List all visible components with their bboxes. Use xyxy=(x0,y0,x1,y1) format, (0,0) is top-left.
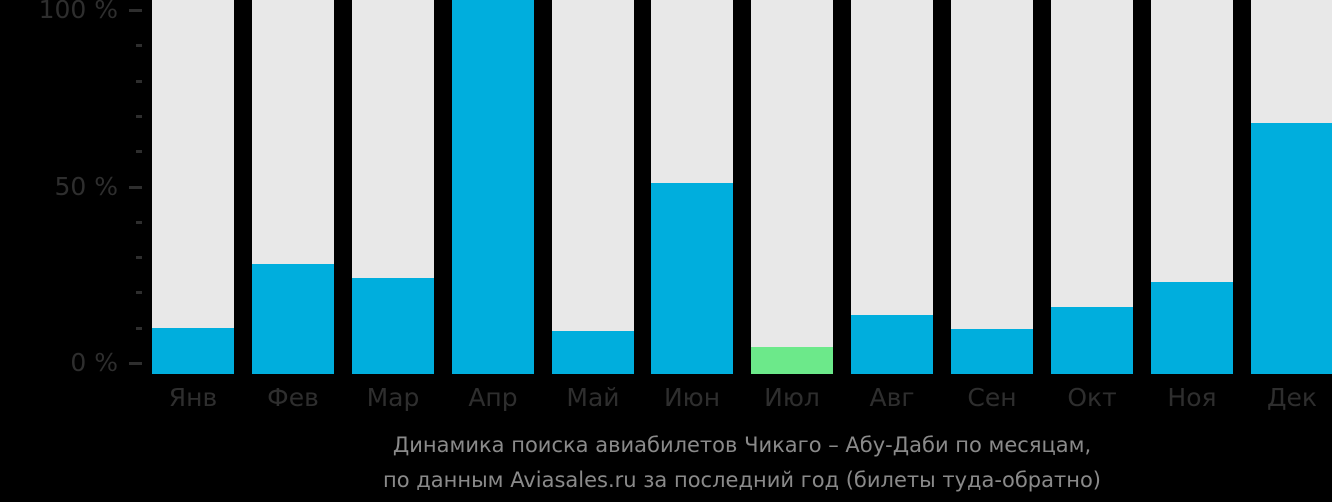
x-tick-label: Фев xyxy=(267,383,319,412)
x-tick-label: Апр xyxy=(468,383,518,412)
x-tick-label: Сен xyxy=(967,383,1017,412)
bar-track xyxy=(951,0,1033,374)
bar-track xyxy=(1051,0,1133,374)
y-tick-label: 100 % xyxy=(38,0,118,24)
y-tick-minor xyxy=(136,44,142,47)
x-tick-label: Авг xyxy=(869,383,915,412)
bar-track xyxy=(352,0,434,374)
caption-subtitle: по данным Aviasales.ru за последний год … xyxy=(383,468,1101,492)
caption-title: Динамика поиска авиабилетов Чикаго – Абу… xyxy=(392,433,1092,457)
bar-track xyxy=(751,0,833,374)
bar-fill xyxy=(352,278,434,374)
y-tick-minor xyxy=(136,221,142,224)
x-tick-label: Мар xyxy=(366,383,420,412)
bar-track xyxy=(1251,0,1332,374)
y-tick-minor xyxy=(136,327,142,330)
y-tick-major xyxy=(129,362,142,365)
y-tick-minor xyxy=(136,256,142,259)
chart-caption: Динамика поиска авиабилетов Чикаго – Абу… xyxy=(152,428,1332,498)
bar-track xyxy=(452,0,534,374)
bar-fill xyxy=(851,315,933,374)
x-tick-label: Июн xyxy=(663,383,721,412)
bar-track xyxy=(851,0,933,374)
bar-fill xyxy=(1151,282,1233,374)
y-tick-label: 0 % xyxy=(70,348,118,377)
bar-fill xyxy=(452,0,534,374)
bar-fill xyxy=(252,264,334,374)
x-tick-label: Май xyxy=(566,383,620,412)
bar-fill xyxy=(552,331,634,374)
y-tick-minor xyxy=(136,150,142,153)
bar-fill xyxy=(651,183,733,374)
bar-track xyxy=(651,0,733,374)
y-tick-minor xyxy=(136,80,142,83)
bar-fill xyxy=(1251,123,1332,374)
y-tick-major xyxy=(129,186,142,189)
bar-fill xyxy=(1051,307,1133,374)
bar-track xyxy=(152,0,234,374)
y-tick-minor xyxy=(136,291,142,294)
bar-fill xyxy=(152,328,234,374)
bar-fill xyxy=(951,329,1033,374)
x-tick-label: Ноя xyxy=(1167,383,1217,412)
bar-track xyxy=(1151,0,1233,374)
x-tick-label: Дек xyxy=(1266,383,1317,412)
y-tick-minor xyxy=(136,115,142,118)
x-tick-label: Окт xyxy=(1067,383,1117,412)
y-tick-major xyxy=(129,9,142,12)
x-tick-label: Июл xyxy=(764,383,820,412)
bar-track xyxy=(252,0,334,374)
bar-track xyxy=(552,0,634,374)
y-tick-label: 50 % xyxy=(54,172,118,201)
bar-fill xyxy=(751,347,833,374)
x-tick-label: Янв xyxy=(168,383,218,412)
